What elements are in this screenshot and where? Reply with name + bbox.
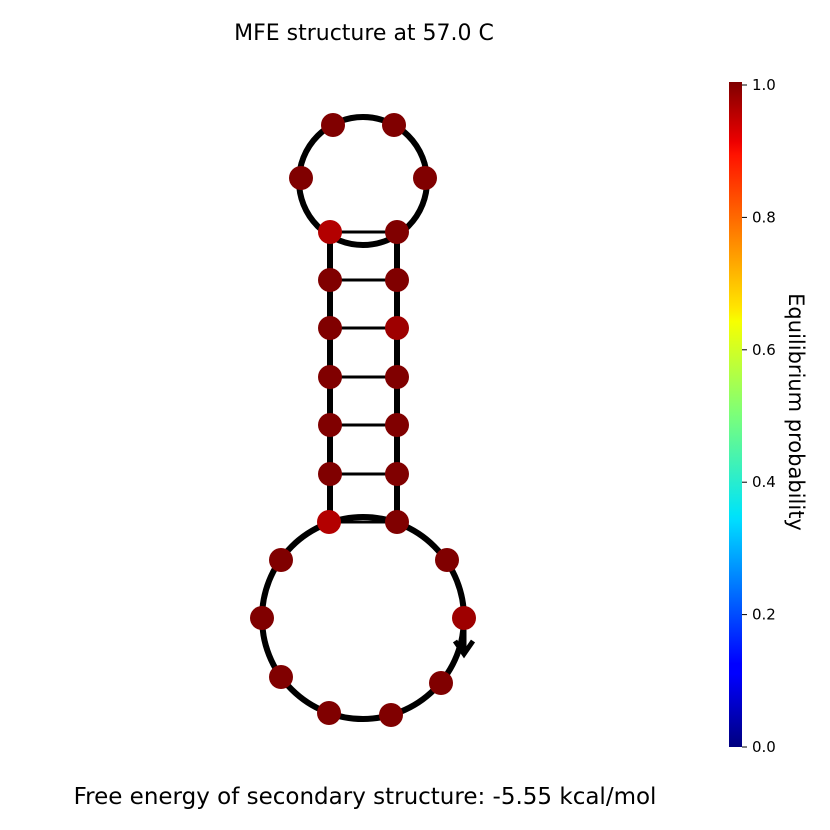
arrow-head xyxy=(452,639,476,659)
nucleotide-node xyxy=(318,316,342,340)
nucleotide-node xyxy=(318,268,342,292)
nucleotide-node xyxy=(385,316,409,340)
colorbar-label: Equilibrium probability xyxy=(784,293,808,531)
nucleotide-node xyxy=(317,701,341,725)
nucleotide-node xyxy=(382,113,406,137)
nucleotide-node xyxy=(321,113,345,137)
nucleotide-node xyxy=(269,665,293,689)
nucleotide-node xyxy=(452,606,476,630)
nucleotides xyxy=(250,113,476,727)
nucleotide-node xyxy=(318,413,342,437)
nucleotide-node xyxy=(317,510,341,534)
nucleotide-node xyxy=(385,220,409,244)
nucleotide-node xyxy=(318,462,342,486)
nucleotide-node xyxy=(385,268,409,292)
colorbar-tick-label: 0.4 xyxy=(752,473,776,491)
nucleotide-node xyxy=(435,548,459,572)
nucleotide-node xyxy=(385,365,409,389)
strand-direction-arrow-icon xyxy=(452,630,476,659)
plot-title: MFE structure at 57.0 C xyxy=(234,21,494,46)
nucleotide-node xyxy=(385,462,409,486)
nucleotide-node xyxy=(289,166,313,190)
colorbar-tick-label: 0.2 xyxy=(752,606,776,624)
colorbar-tick-label: 0.8 xyxy=(752,208,776,226)
colorbar-tick-label: 0.0 xyxy=(752,738,776,756)
colorbar: 1.0 0.8 0.6 0.4 0.2 0.0 Equilibrium probabili… xyxy=(729,76,808,756)
free-energy-caption: Free energy of secondary structure: -5.5… xyxy=(74,784,657,810)
colorbar-ticks: 1.0 0.8 0.6 0.4 0.2 0.0 xyxy=(742,76,776,756)
nucleotide-node xyxy=(250,606,274,630)
hairpin-loop-ring xyxy=(296,114,430,248)
nucleotide-node xyxy=(413,166,437,190)
colorbar-gradient xyxy=(729,82,742,747)
nucleotide-node xyxy=(318,220,342,244)
nucleotide-node xyxy=(318,365,342,389)
strand-backbone xyxy=(259,114,467,722)
colorbar-tick-label: 0.6 xyxy=(752,341,776,359)
nucleotide-node xyxy=(385,510,409,534)
colorbar-tick-label: 1.0 xyxy=(752,76,776,94)
nucleotide-node xyxy=(379,703,403,727)
nucleotide-node xyxy=(269,548,293,572)
nucleotide-node xyxy=(385,413,409,437)
nucleotide-node xyxy=(429,671,453,695)
